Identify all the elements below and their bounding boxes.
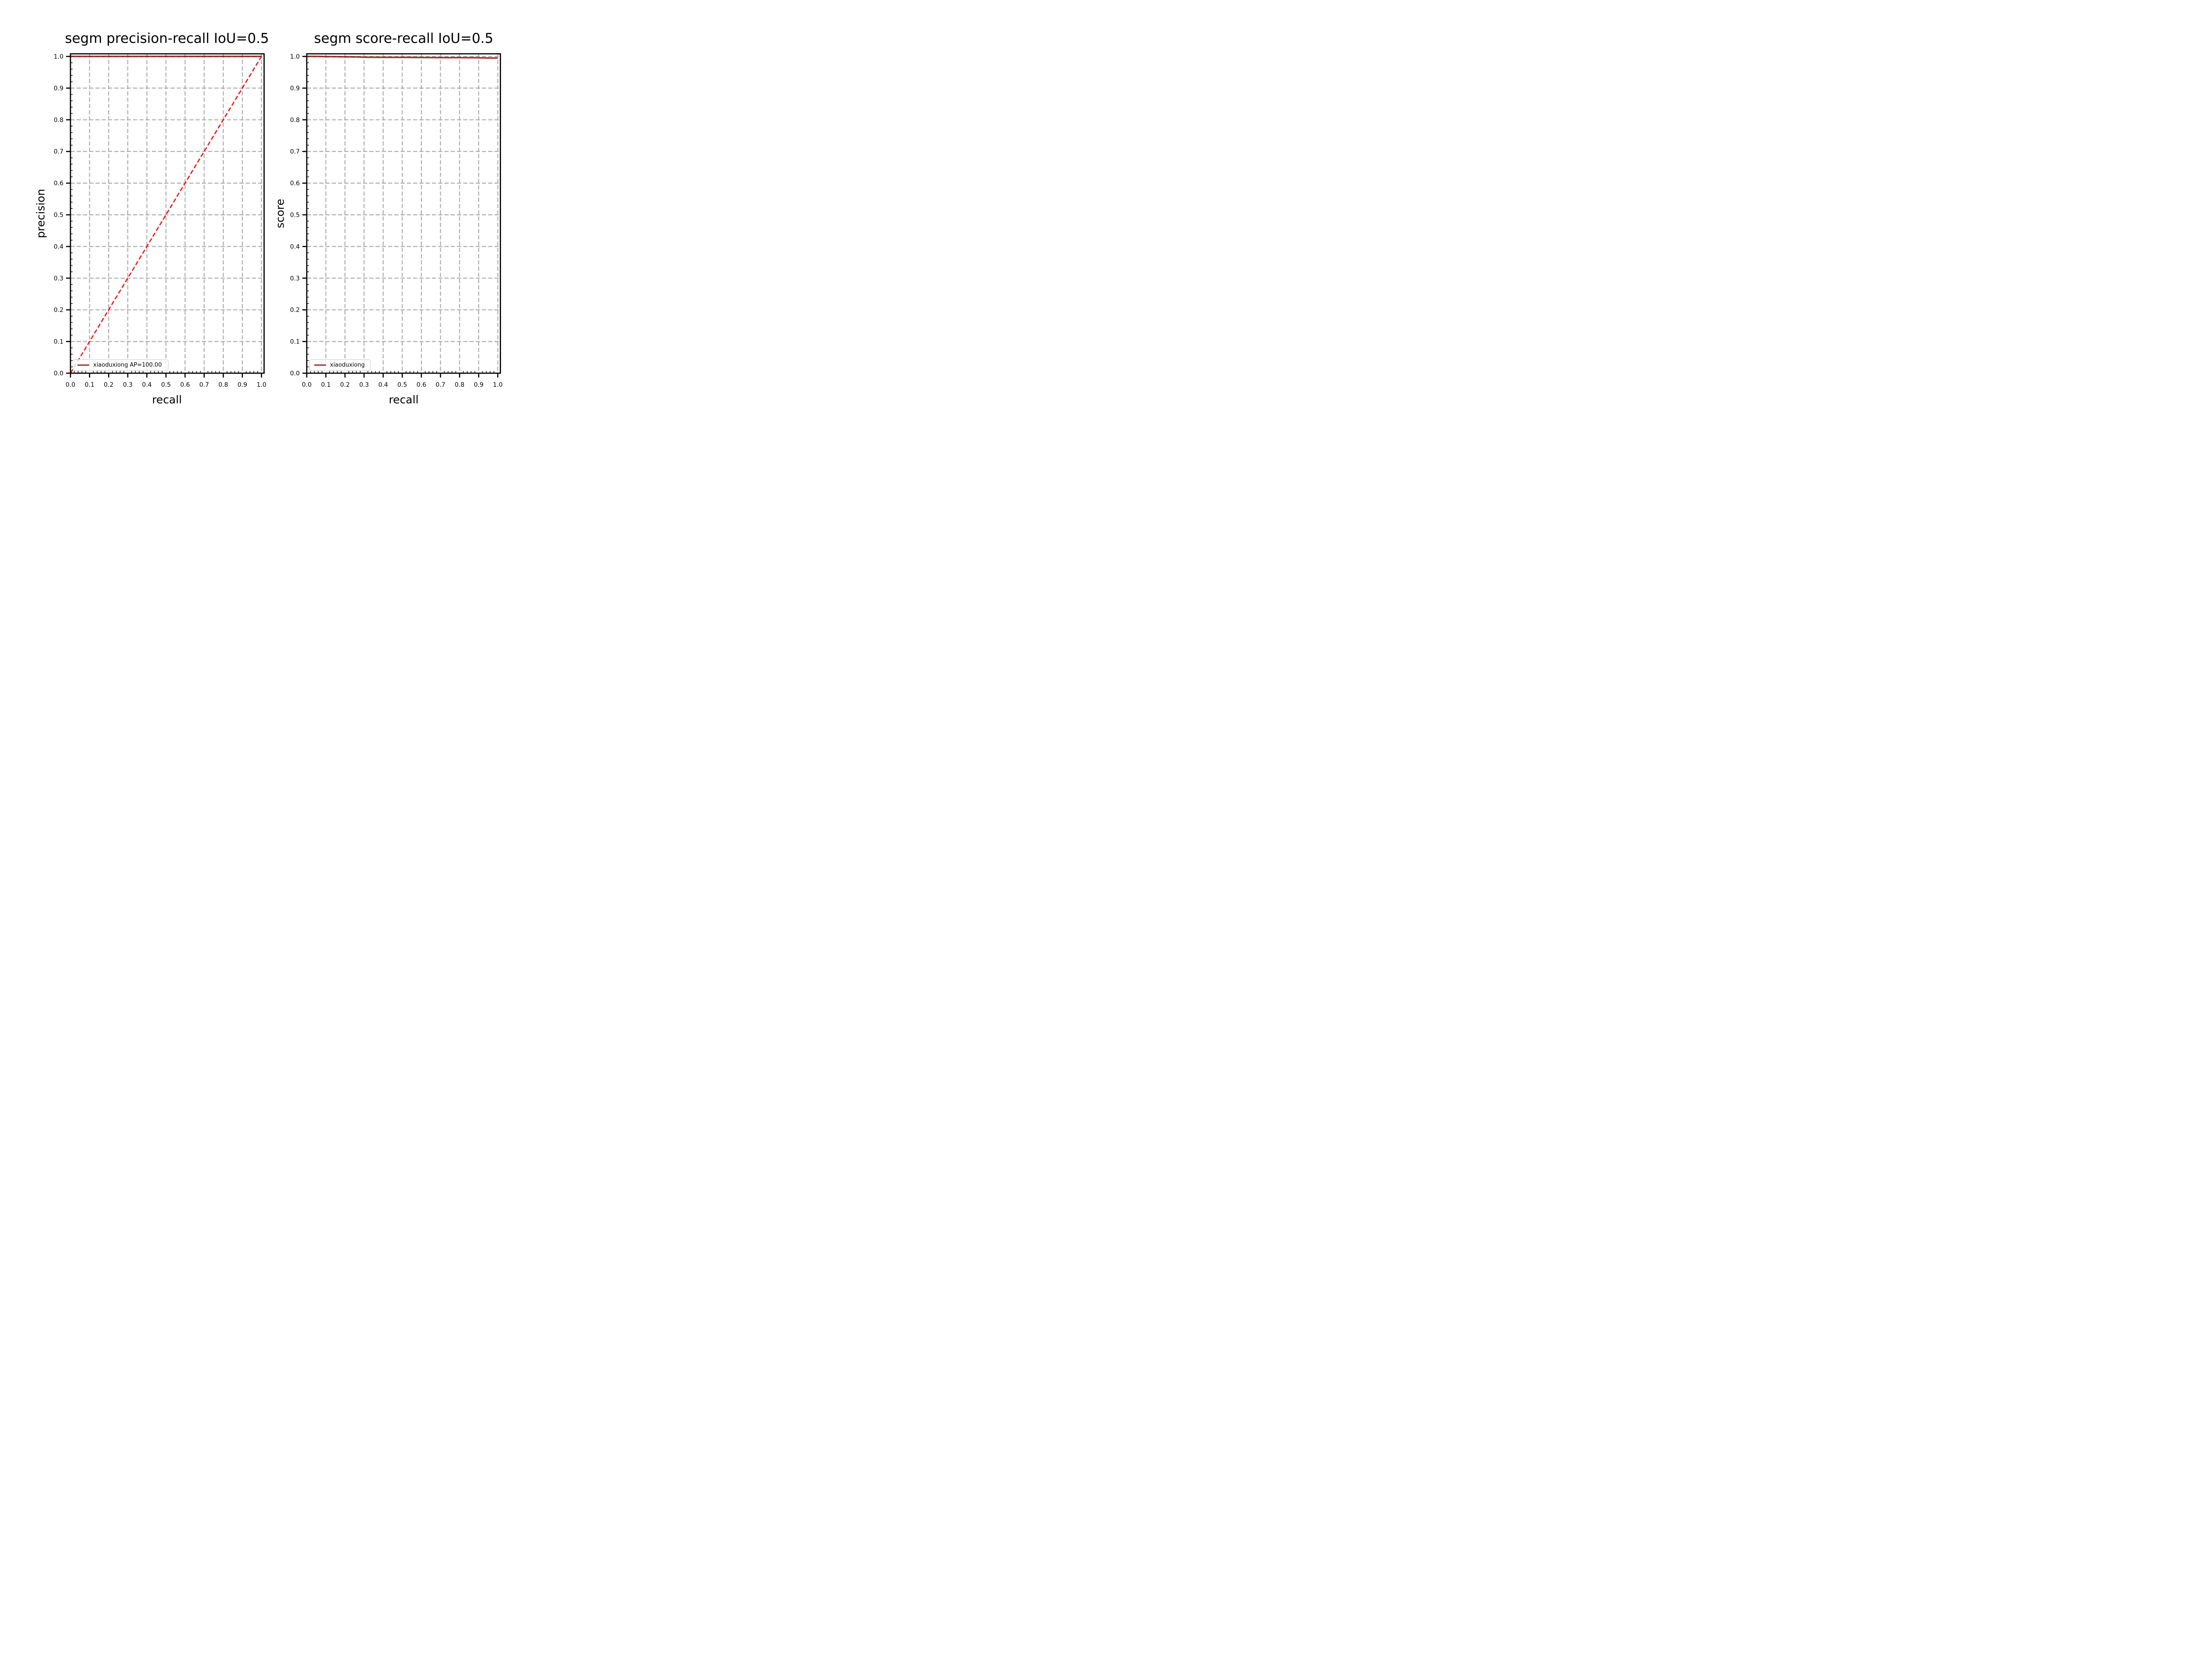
y-tick-label: 0.3 xyxy=(290,275,300,282)
x-tick-label: 0.0 xyxy=(302,382,312,388)
y-tick-label: 0.5 xyxy=(53,212,63,219)
plot-title: segm precision-recall IoU=0.5 xyxy=(65,31,269,46)
axes-precision-recall: 0.00.0 0.1 0.1 0.2 0.2 0.3 0.3 0.4 0.4 0.5 0.5 0.6 0… xyxy=(53,53,266,388)
grid xyxy=(306,54,501,374)
ticks: 0.00.0 0.1 0.1 0.2 0.2 0.3 0.3 0.4 0.4 0.5 0.5 0.6 0… xyxy=(290,53,503,388)
x-tick-label: 1.0 xyxy=(493,382,503,388)
x-tick-label: 0.5 xyxy=(397,382,407,388)
x-tick-label: 0.2 xyxy=(104,382,113,388)
legend: xiaoduxiong AP=100.00 xyxy=(73,359,168,371)
plot-score-recall: segm score-recall IoU=0.5 score 0.0 0.0 0.… xyxy=(0,0,560,420)
x-tick-label: 0.1 xyxy=(84,382,94,388)
x-axis-label: recall xyxy=(152,393,182,406)
x-tick-label: 0.2 xyxy=(340,382,350,388)
y-tick-label: 0.4 xyxy=(290,244,300,251)
figure: segm precision-recall IoU=0.5 precision … xyxy=(0,0,560,420)
axes-spines xyxy=(70,53,265,374)
ticks: 0.00.0 0.1 0.1 0.2 0.2 0.3 0.3 0.4 0.4 0.5 0.5 0.6 0… xyxy=(53,53,266,388)
y-tick-label: 0.7 xyxy=(290,148,300,155)
y-tick-label: 0.2 xyxy=(53,307,63,314)
axes-score-recall: 0.00.0 0.1 0.1 0.2 0.2 0.3 0.3 0.4 0.4 0.5 0.5 0.6 0… xyxy=(290,53,503,388)
x-tick-label: 0.6 xyxy=(417,382,426,388)
x-tick-label: 0.6 xyxy=(180,382,189,388)
series-group xyxy=(307,56,498,59)
y-tick-label: 1.0 xyxy=(290,53,300,60)
y-tick-label: 0.2 xyxy=(290,307,300,314)
x-tick-label: 0.7 xyxy=(199,382,209,388)
series-reference-diagonal xyxy=(70,56,262,374)
legend: xiaoduxiong xyxy=(309,359,371,371)
x-tick-label: 0.3 xyxy=(359,382,369,388)
axes-spines xyxy=(306,53,501,374)
y-axis-label: precision xyxy=(34,189,47,238)
legend-line-marker xyxy=(77,364,89,366)
y-tick-label: 0.4 xyxy=(53,244,63,251)
x-tick-label: 0.7 xyxy=(436,382,445,388)
x-tick-label: 0.8 xyxy=(218,382,228,388)
x-tick-label: 0.3 xyxy=(123,382,132,388)
y-tick-label: 0.3 xyxy=(53,275,63,282)
x-tick-label: 0.5 xyxy=(161,382,171,388)
y-tick-label: 0.8 xyxy=(53,117,63,124)
x-tick-label: 0.9 xyxy=(237,382,247,388)
plot-precision-recall: segm precision-recall IoU=0.5 precision … xyxy=(0,0,560,420)
x-tick-label: 0.4 xyxy=(142,382,151,388)
grid xyxy=(70,54,264,374)
y-axis-label: score xyxy=(274,199,287,228)
y-tick-label: 0.1 xyxy=(53,339,63,346)
y-tick-label: 0.6 xyxy=(53,180,63,187)
y-tick-label: 0.7 xyxy=(53,148,63,155)
x-axis-label: recall xyxy=(389,393,419,406)
series-xiaoduxiong xyxy=(307,56,498,59)
y-tick-label: 0.0 xyxy=(53,370,63,377)
x-tick-label: 1.0 xyxy=(256,382,266,388)
y-tick-label: 0.9 xyxy=(290,85,300,92)
y-tick-label: 0.9 xyxy=(53,85,63,92)
legend-line-marker xyxy=(314,364,326,366)
x-tick-label: 0.1 xyxy=(321,382,331,388)
plot-title: segm score-recall IoU=0.5 xyxy=(314,31,494,46)
legend-label: xiaoduxiong AP=100.00 xyxy=(93,362,162,368)
y-tick-label: 0.0 xyxy=(290,370,300,377)
y-tick-label: 1.0 xyxy=(53,53,63,60)
series-group xyxy=(70,56,262,374)
y-tick-label: 0.6 xyxy=(290,180,300,187)
x-tick-label: 0.8 xyxy=(455,382,464,388)
legend-label: xiaoduxiong xyxy=(330,362,365,368)
y-tick-label: 0.1 xyxy=(290,339,300,346)
x-tick-label: 0.0 xyxy=(65,382,75,388)
x-tick-label: 0.4 xyxy=(379,382,388,388)
y-tick-label: 0.5 xyxy=(290,212,300,219)
y-tick-label: 0.8 xyxy=(290,117,300,124)
x-tick-label: 0.9 xyxy=(474,382,484,388)
